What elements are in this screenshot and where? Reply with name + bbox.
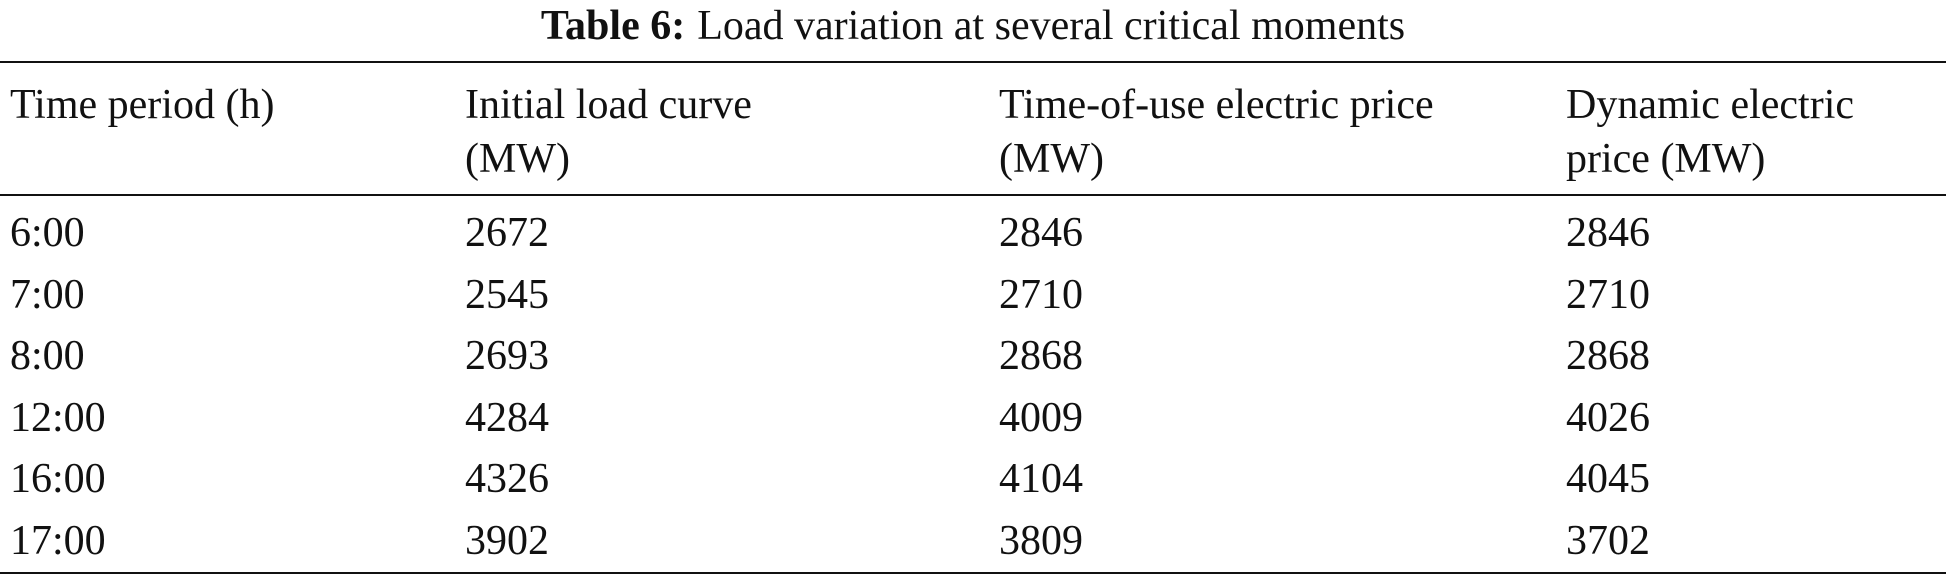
header-cell: Time-of-use electric price bbox=[999, 82, 1434, 128]
header-rule bbox=[0, 194, 1946, 196]
table-cell: 12:00 bbox=[10, 394, 106, 441]
header-cell: Dynamic electric bbox=[1566, 82, 1855, 128]
bottom-rule bbox=[0, 572, 1946, 574]
caption-text: Load variation at several critical momen… bbox=[697, 3, 1406, 49]
table-cell: 8:00 bbox=[10, 333, 85, 380]
table-cell: 2672 bbox=[465, 210, 549, 256]
table-cell: 2710 bbox=[1566, 271, 1650, 318]
table-cell: 17:00 bbox=[10, 518, 106, 564]
caption: Table 6: Load variation at several critic… bbox=[0, 0, 1946, 52]
table-cell: 2846 bbox=[999, 210, 1083, 256]
table-cell: 2868 bbox=[1566, 333, 1650, 380]
header-cell: Time period (h) bbox=[10, 82, 275, 128]
table-cell: 4009 bbox=[999, 394, 1083, 441]
table-cell: 2846 bbox=[1566, 210, 1650, 256]
table-cell: 3702 bbox=[1566, 518, 1650, 564]
header-cell: (MW) bbox=[465, 136, 570, 182]
header-cell: (MW) bbox=[999, 136, 1104, 182]
table-cell: 4284 bbox=[465, 394, 549, 441]
table-cell: 3809 bbox=[999, 518, 1083, 564]
table-cell: 2545 bbox=[465, 271, 549, 318]
table-cell: 4326 bbox=[465, 456, 549, 503]
table-cell: 16:00 bbox=[10, 456, 106, 503]
top-rule bbox=[0, 61, 1946, 63]
table-cell: 2868 bbox=[999, 333, 1083, 380]
header-cell: price (MW) bbox=[1566, 136, 1766, 182]
table-cell: 2710 bbox=[999, 271, 1083, 318]
table-cell: 3902 bbox=[465, 518, 549, 564]
table-cell: 6:00 bbox=[10, 210, 85, 256]
table-cell: 7:00 bbox=[10, 271, 85, 318]
table-cell: 4104 bbox=[999, 456, 1083, 503]
caption-label: Table 6: bbox=[540, 3, 686, 49]
table-cell: 2693 bbox=[465, 333, 549, 380]
table-cell: 4026 bbox=[1566, 394, 1650, 441]
table-cell: 4045 bbox=[1566, 456, 1650, 503]
header-cell: Initial load curve bbox=[465, 82, 752, 128]
